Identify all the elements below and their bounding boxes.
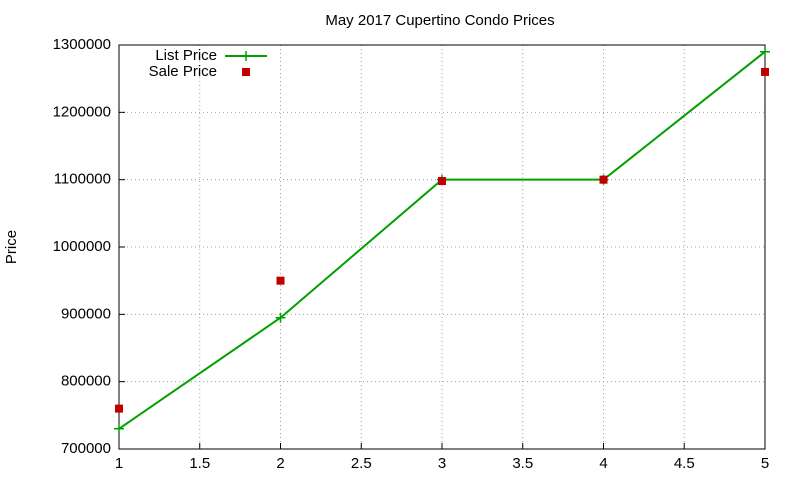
x-tick-label: 2.5 — [351, 455, 372, 472]
x-tick-label: 5 — [761, 455, 769, 472]
data-point — [276, 276, 285, 285]
data-point — [760, 46, 770, 57]
legend-label: List Price — [155, 47, 217, 64]
x-tick-label: 4.5 — [674, 455, 695, 472]
y-tick-label: 1200000 — [53, 103, 111, 120]
x-tick-label: 3.5 — [512, 455, 533, 472]
y-tick-label: 700000 — [61, 440, 111, 457]
legend-marker — [241, 51, 251, 61]
data-point — [438, 177, 446, 186]
plot-frame — [118, 44, 766, 450]
x-tick-label: 1.5 — [189, 455, 210, 472]
data-point — [114, 423, 124, 434]
y-tick-label: 1300000 — [53, 36, 111, 53]
data-point — [599, 175, 608, 184]
x-tick-label: 4 — [599, 455, 607, 472]
y-axis-label: Price — [3, 230, 20, 264]
y-tick-label: 1000000 — [53, 238, 111, 255]
y-tick-label: 900000 — [61, 305, 111, 322]
x-tick-label: 2 — [276, 455, 284, 472]
y-tick-label: 1100000 — [54, 171, 111, 188]
data-point — [275, 312, 286, 323]
data-point — [115, 404, 123, 413]
legend-label: Sale Price — [149, 63, 217, 80]
legend-marker — [242, 68, 250, 76]
series-line — [118, 50, 766, 430]
data-point — [761, 67, 769, 76]
chart-title: May 2017 Cupertino Condo Prices — [325, 12, 554, 29]
x-tick-label: 3 — [438, 455, 446, 472]
x-tick-label: 1 — [115, 455, 123, 472]
y-tick-label: 800000 — [61, 373, 111, 390]
